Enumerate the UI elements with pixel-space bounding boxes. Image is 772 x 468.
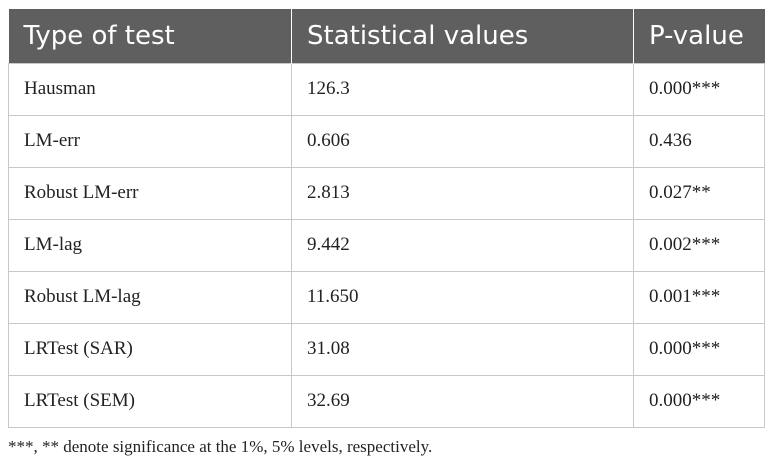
cell-test-name: LRTest (SEM): [8, 374, 292, 428]
cell-statistical-value: 0.606: [291, 114, 634, 168]
table-body: Hausman 126.3 0.000*** LM-err 0.606 0.43…: [8, 62, 765, 428]
table-header: Type of test Statistical values P-value: [8, 9, 765, 63]
header-row: Type of test Statistical values P-value: [8, 9, 765, 63]
table-row: LM-err 0.606 0.436: [8, 114, 765, 168]
cell-test-name: LM-lag: [8, 218, 292, 272]
table-row: Robust LM-lag 11.650 0.001***: [8, 270, 765, 324]
statistical-tests-table: Type of test Statistical values P-value …: [8, 9, 765, 428]
cell-statistical-value: 126.3: [291, 62, 634, 116]
cell-test-name: Hausman: [8, 62, 292, 116]
cell-statistical-value: 32.69: [291, 374, 634, 428]
cell-test-name: Robust LM-lag: [8, 270, 292, 324]
cell-test-name: LRTest (SAR): [8, 322, 292, 376]
results-table-container: Type of test Statistical values P-value …: [8, 9, 765, 428]
cell-statistical-value: 31.08: [291, 322, 634, 376]
cell-p-value: 0.001***: [633, 270, 765, 324]
significance-footnote: ***, ** denote significance at the 1%, 5…: [8, 437, 433, 456]
cell-statistical-value: 2.813: [291, 166, 634, 220]
cell-statistical-value: 11.650: [291, 270, 634, 324]
table-row: LM-lag 9.442 0.002***: [8, 218, 765, 272]
cell-statistical-value: 9.442: [291, 218, 634, 272]
table-row: Hausman 126.3 0.000***: [8, 62, 765, 116]
table-row: LRTest (SEM) 32.69 0.000***: [8, 374, 765, 428]
cell-test-name: Robust LM-err: [8, 166, 292, 220]
table-row: LRTest (SAR) 31.08 0.000***: [8, 322, 765, 376]
cell-p-value: 0.000***: [633, 374, 765, 428]
cell-p-value: 0.000***: [633, 322, 765, 376]
header-type-of-test: Type of test: [8, 9, 292, 63]
cell-p-value: 0.000***: [633, 62, 765, 116]
cell-test-name: LM-err: [8, 114, 292, 168]
cell-p-value: 0.027**: [633, 166, 765, 220]
header-p-value: P-value: [633, 9, 765, 63]
header-statistical-values: Statistical values: [291, 9, 634, 63]
table-row: Robust LM-err 2.813 0.027**: [8, 166, 765, 220]
cell-p-value: 0.002***: [633, 218, 765, 272]
cell-p-value: 0.436: [633, 114, 765, 168]
